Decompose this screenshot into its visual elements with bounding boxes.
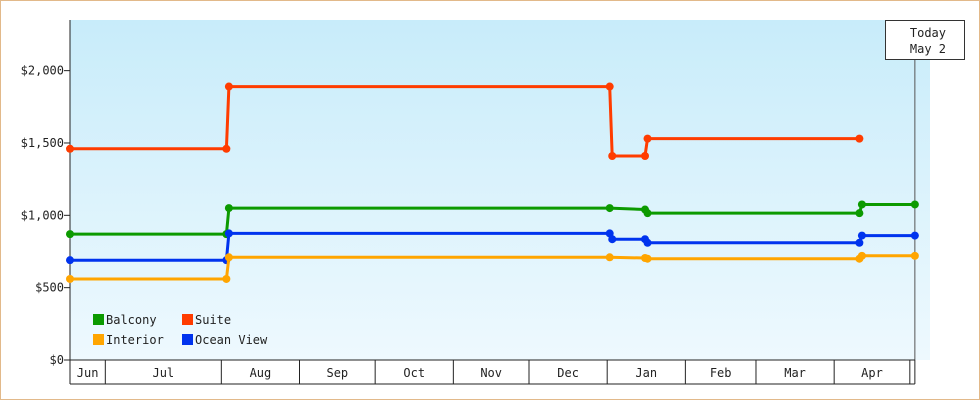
data-point [910, 200, 919, 209]
data-point [605, 204, 614, 213]
data-point [66, 230, 74, 239]
y-tick-label: $2,000 [21, 64, 64, 78]
data-point [857, 231, 866, 240]
legend-label: Balcony [106, 313, 157, 327]
month-label: Sep [326, 366, 348, 380]
data-point [224, 229, 233, 238]
month-label: Aug [250, 366, 272, 380]
data-point [643, 209, 652, 218]
data-point [643, 254, 652, 263]
data-point [910, 251, 919, 260]
plot-background [70, 20, 930, 360]
legend-label: Ocean View [195, 333, 268, 347]
legend-label: Suite [195, 313, 231, 327]
month-label: Dec [557, 366, 579, 380]
legend-item: Interior [93, 333, 164, 347]
data-point [643, 238, 652, 247]
legend-item: Ocean View [182, 333, 268, 347]
y-tick-label: $1,000 [21, 208, 64, 222]
month-label: Jul [152, 366, 174, 380]
data-point [641, 152, 650, 160]
y-axis: $0 $500 $1,000 $1,500 $2,000 [21, 20, 916, 367]
legend-swatch [93, 314, 104, 325]
data-point [855, 238, 864, 247]
legend-item: Balcony [93, 313, 157, 327]
data-point [222, 144, 231, 153]
today-label: Today [909, 26, 946, 40]
data-point [66, 256, 74, 265]
month-label: Mar [784, 366, 806, 380]
data-point [605, 82, 614, 91]
month-label: Feb [710, 366, 732, 380]
data-point [857, 251, 866, 260]
data-point [608, 152, 617, 160]
month-label: Apr [861, 366, 883, 380]
y-tick-label: $1,500 [21, 136, 64, 150]
legend-swatch [93, 334, 104, 345]
month-label: Jun [77, 366, 99, 380]
legend-item: Suite [182, 313, 231, 327]
series-ocean-view [66, 229, 919, 265]
data-point [66, 144, 74, 153]
legend-swatch [182, 314, 193, 325]
legend-swatch [182, 334, 193, 345]
month-label: Jan [635, 366, 657, 380]
y-tick-label: $500 [35, 281, 64, 295]
data-point [855, 209, 864, 218]
data-point [224, 253, 233, 262]
today-date: May 2 [909, 42, 946, 56]
y-tick-label: $0 [50, 353, 64, 367]
data-point [608, 235, 617, 244]
data-point [224, 204, 233, 213]
series-layer [66, 82, 919, 283]
x-axis: Jun Jul Aug Sep Oct Nov Dec Jan Feb Mar Apr [69, 359, 916, 385]
data-point [66, 274, 74, 283]
data-point [643, 134, 652, 143]
month-label: Nov [480, 366, 502, 380]
legend: Balcony Suite Interior Ocean View [93, 313, 268, 347]
data-point [224, 82, 233, 91]
series-suite [66, 82, 864, 160]
month-label: Oct [403, 366, 425, 380]
data-point [605, 253, 614, 262]
data-point [910, 231, 919, 240]
data-point [222, 274, 231, 283]
data-point [855, 134, 864, 143]
today-marker-box: Today May 2 [885, 20, 965, 60]
data-point [857, 200, 866, 209]
series-interior [66, 251, 919, 283]
legend-label: Interior [106, 333, 164, 347]
